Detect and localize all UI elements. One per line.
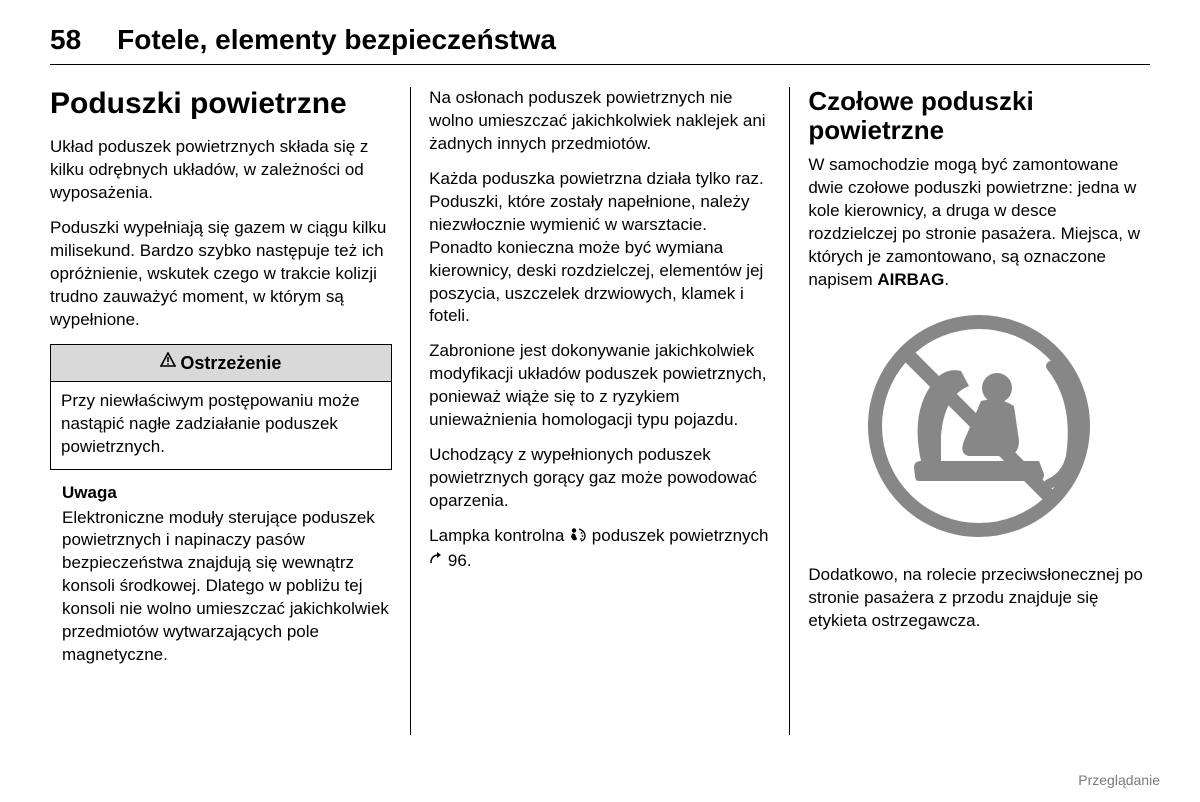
prohibition-sign-image [808, 306, 1150, 546]
page-number: 58 [50, 24, 81, 56]
warning-title: Ostrzeżenie [180, 351, 281, 375]
airbag-label-bold: AIRBAG [877, 270, 944, 289]
paragraph-with-icon: Lampka kontrolna poduszek powietrznych [429, 525, 771, 573]
chapter-title: Fotele, elementy bezpieczeństwa [117, 24, 556, 56]
paragraph: Dodatkowo, na rolecie przeciwsłonecznej … [808, 564, 1150, 633]
text-fragment: W samochodzie mogą być zamontowane dwie … [808, 155, 1140, 289]
warning-triangle-icon [160, 352, 176, 374]
reference-page: 96. [448, 551, 472, 570]
warning-header: Ostrzeżenie [51, 345, 391, 382]
column-2: Na osłonach poduszek powietrznych nie wo… [411, 87, 789, 735]
header-rule [50, 64, 1150, 65]
paragraph: Uchodzący z wypełnionych poduszek powiet… [429, 444, 771, 513]
subsection-heading-front-airbags: Czołowe poduszki powietrzne [808, 87, 1150, 144]
note-body: Elektroniczne moduły sterujące poduszek … [50, 507, 392, 668]
paragraph: W samochodzie mogą być zamontowane dwie … [808, 154, 1150, 292]
column-1: Poduszki powietrzne Układ poduszek powie… [50, 87, 410, 735]
content-columns: Poduszki powietrzne Układ poduszek powie… [50, 87, 1150, 735]
text-fragment: Lampka kontrolna [429, 526, 569, 545]
page-header: 58 Fotele, elementy bezpieczeństwa [50, 24, 1150, 56]
text-fragment: . [944, 270, 949, 289]
text-fragment: poduszek powietrznych [592, 526, 769, 545]
paragraph: Każda poduszka powietrzna działa tylko r… [429, 168, 771, 329]
paragraph: Zabronione jest dokonywanie jakichkolwie… [429, 340, 771, 432]
paragraph: Poduszki wypełniają się gazem w ciągu ki… [50, 217, 392, 332]
reference-arrow-icon [429, 550, 443, 573]
section-heading-airbags: Poduszki powietrzne [50, 87, 392, 120]
paragraph: Na osłonach poduszek powietrznych nie wo… [429, 87, 771, 156]
airbag-warning-icon [569, 527, 587, 550]
note-label: Uwaga [50, 482, 392, 505]
warning-body: Przy niewłaściwym postępowaniu może nast… [51, 382, 391, 469]
warning-box: Ostrzeżenie Przy niewłaściwym postępowan… [50, 344, 392, 470]
footer-text: Przeglądanie [1078, 772, 1160, 788]
paragraph: Układ poduszek powietrznych składa się z… [50, 136, 392, 205]
column-3: Czołowe poduszki powietrzne W samochodzi… [790, 87, 1150, 735]
